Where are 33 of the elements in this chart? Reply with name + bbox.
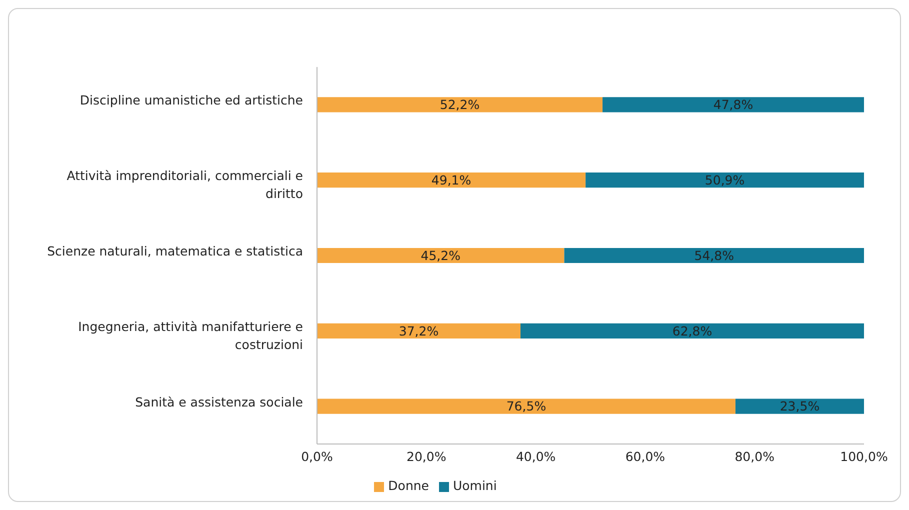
bar bbox=[317, 323, 520, 338]
bar bbox=[586, 172, 864, 188]
y-tick-label: Discipline umanistiche ed artistiche bbox=[80, 92, 304, 108]
y-tick-label: Sanità e assistenza sociale bbox=[135, 394, 304, 410]
legend-label: Donne bbox=[388, 478, 429, 493]
bar bbox=[602, 97, 864, 112]
data-label: 52,2% bbox=[440, 97, 480, 112]
x-tick-label: 80,0% bbox=[734, 448, 775, 464]
data-label: 47,8% bbox=[713, 97, 754, 112]
bar bbox=[564, 248, 864, 264]
bar bbox=[317, 248, 564, 264]
legend-label: Uomini bbox=[452, 478, 497, 493]
y-tick-label: Ingegneria, attività manifatturiere e costruzioni bbox=[78, 318, 304, 352]
x-tick-label: 20,0% bbox=[406, 448, 446, 464]
data-label: 49,1% bbox=[431, 172, 472, 188]
y-tick-label: Attività imprenditoriali, commerciali e diritto bbox=[66, 168, 304, 202]
x-tick-label: 0,0% bbox=[301, 448, 333, 464]
data-label: 54,8% bbox=[694, 248, 734, 263]
bar bbox=[317, 97, 603, 112]
data-label: 76,5% bbox=[506, 398, 546, 414]
data-label: 23,5% bbox=[780, 398, 820, 414]
bar bbox=[317, 398, 736, 414]
bar bbox=[317, 172, 586, 188]
x-tick-label: 100,0% bbox=[840, 448, 888, 464]
bar bbox=[735, 398, 864, 414]
data-label: 50,9% bbox=[704, 172, 745, 188]
bar bbox=[520, 323, 864, 338]
x-tick-label: 60,0% bbox=[625, 448, 666, 464]
data-label: 37,2% bbox=[398, 323, 439, 338]
data-label: 62,8% bbox=[672, 323, 712, 338]
data-label: 45,2% bbox=[420, 248, 461, 263]
y-tick-label: Scienze naturali, matematica e statistica bbox=[47, 244, 303, 258]
x-tick-label: 40,0% bbox=[516, 448, 556, 464]
